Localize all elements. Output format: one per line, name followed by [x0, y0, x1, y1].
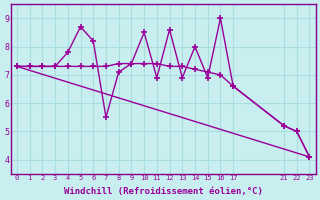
X-axis label: Windchill (Refroidissement éolien,°C): Windchill (Refroidissement éolien,°C) — [64, 187, 263, 196]
